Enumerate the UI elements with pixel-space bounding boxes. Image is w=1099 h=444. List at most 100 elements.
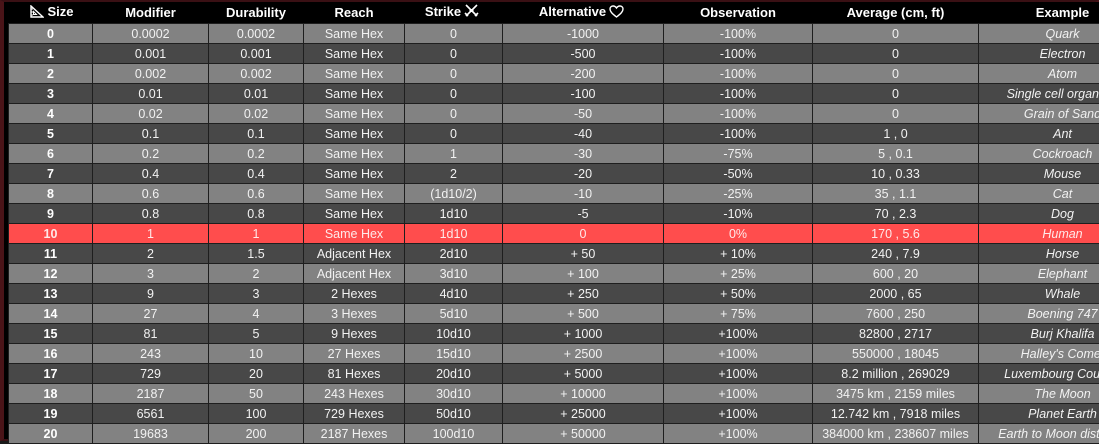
cell-reach: 729 Hexes <box>304 404 405 424</box>
cell-strike: 3d10 <box>405 264 503 284</box>
cell-alternative: + 50 <box>503 244 664 264</box>
cell-size: 1 <box>9 44 93 64</box>
cell-average: 550000 , 18045 <box>813 344 979 364</box>
cell-example: Ant <box>979 124 1099 144</box>
cell-size: 10 <box>9 224 93 244</box>
cell-reach: Same Hex <box>304 64 405 84</box>
cell-durability: 0.4 <box>209 164 304 184</box>
cell-average: 170 , 5.6 <box>813 224 979 244</box>
header-size[interactable]: Size <box>9 2 93 24</box>
cell-observation: +100% <box>664 404 813 424</box>
cell-reach: Same Hex <box>304 184 405 204</box>
cell-observation: -25% <box>664 184 813 204</box>
cell-average: 10 , 0.33 <box>813 164 979 184</box>
cell-modifier: 729 <box>93 364 209 384</box>
cell-size: 12 <box>9 264 93 284</box>
cell-example: Whale <box>979 284 1099 304</box>
cell-size: 18 <box>9 384 93 404</box>
cell-modifier: 81 <box>93 324 209 344</box>
cell-average: 0 <box>813 24 979 44</box>
header-reach[interactable]: Reach <box>304 2 405 24</box>
header-size-label: Size <box>47 4 73 19</box>
cell-strike: 2d10 <box>405 244 503 264</box>
header-alternative[interactable]: Alternative <box>503 2 664 24</box>
cell-example: Burj Khalifa <box>979 324 1099 344</box>
size-table: Size Modifier Durability Reach Strike <box>8 2 1099 444</box>
cell-example: Cat <box>979 184 1099 204</box>
cell-modifier: 0.001 <box>93 44 209 64</box>
cell-durability: 20 <box>209 364 304 384</box>
cell-durability: 50 <box>209 384 304 404</box>
cell-modifier: 9 <box>93 284 209 304</box>
cell-average: 5 , 0.1 <box>813 144 979 164</box>
header-modifier[interactable]: Modifier <box>93 2 209 24</box>
cell-example: Boening 747 <box>979 304 1099 324</box>
cell-modifier: 0.01 <box>93 84 209 104</box>
cell-example: Dog <box>979 204 1099 224</box>
cell-size: 3 <box>9 84 93 104</box>
cell-modifier: 2 <box>93 244 209 264</box>
cell-observation: +100% <box>664 344 813 364</box>
cell-strike: (1d10/2) <box>405 184 503 204</box>
cell-average: 0 <box>813 104 979 124</box>
cell-strike: 4d10 <box>405 284 503 304</box>
cell-observation: +100% <box>664 324 813 344</box>
cell-modifier: 0.4 <box>93 164 209 184</box>
cell-durability: 0.002 <box>209 64 304 84</box>
cell-average: 0 <box>813 64 979 84</box>
header-strike-label: Strike <box>425 4 461 19</box>
cell-alternative: -200 <box>503 64 664 84</box>
cell-alternative: + 10000 <box>503 384 664 404</box>
cell-alternative: + 2500 <box>503 344 664 364</box>
cell-durability: 0.02 <box>209 104 304 124</box>
cell-alternative: + 25000 <box>503 404 664 424</box>
cell-alternative: + 5000 <box>503 364 664 384</box>
cell-alternative: 0 <box>503 224 664 244</box>
header-example[interactable]: Example <box>979 2 1099 24</box>
cell-reach: Same Hex <box>304 224 405 244</box>
cell-strike: 2 <box>405 164 503 184</box>
cell-observation: -100% <box>664 104 813 124</box>
cell-size: 2 <box>9 64 93 84</box>
cell-example: Electron <box>979 44 1099 64</box>
cell-size: 17 <box>9 364 93 384</box>
cell-example: Mouse <box>979 164 1099 184</box>
cell-reach: 243 Hexes <box>304 384 405 404</box>
cell-strike: 10d10 <box>405 324 503 344</box>
cell-reach: 27 Hexes <box>304 344 405 364</box>
cell-modifier: 0.002 <box>93 64 209 84</box>
ruler-triangle-icon <box>30 5 44 21</box>
header-durability[interactable]: Durability <box>209 2 304 24</box>
cell-reach: Adjacent Hex <box>304 244 405 264</box>
cell-durability: 3 <box>209 284 304 304</box>
cell-size: 6 <box>9 144 93 164</box>
cell-reach: Same Hex <box>304 44 405 64</box>
cell-size: 9 <box>9 204 93 224</box>
header-average[interactable]: Average (cm, ft) <box>813 2 979 24</box>
cell-reach: 2 Hexes <box>304 284 405 304</box>
cell-alternative: + 1000 <box>503 324 664 344</box>
cell-observation: -100% <box>664 84 813 104</box>
cell-alternative: -100 <box>503 84 664 104</box>
cell-example: Quark <box>979 24 1099 44</box>
cell-example: Luxembourg Country <box>979 364 1099 384</box>
header-observation[interactable]: Observation <box>664 2 813 24</box>
cell-size: 13 <box>9 284 93 304</box>
cell-average: 70 , 2.3 <box>813 204 979 224</box>
cell-strike: 20d10 <box>405 364 503 384</box>
cell-strike: 1d10 <box>405 204 503 224</box>
cell-alternative: + 250 <box>503 284 664 304</box>
cell-observation: -10% <box>664 204 813 224</box>
cell-modifier: 3 <box>93 264 209 284</box>
cell-example: Horse <box>979 244 1099 264</box>
header-strike[interactable]: Strike <box>405 2 503 24</box>
